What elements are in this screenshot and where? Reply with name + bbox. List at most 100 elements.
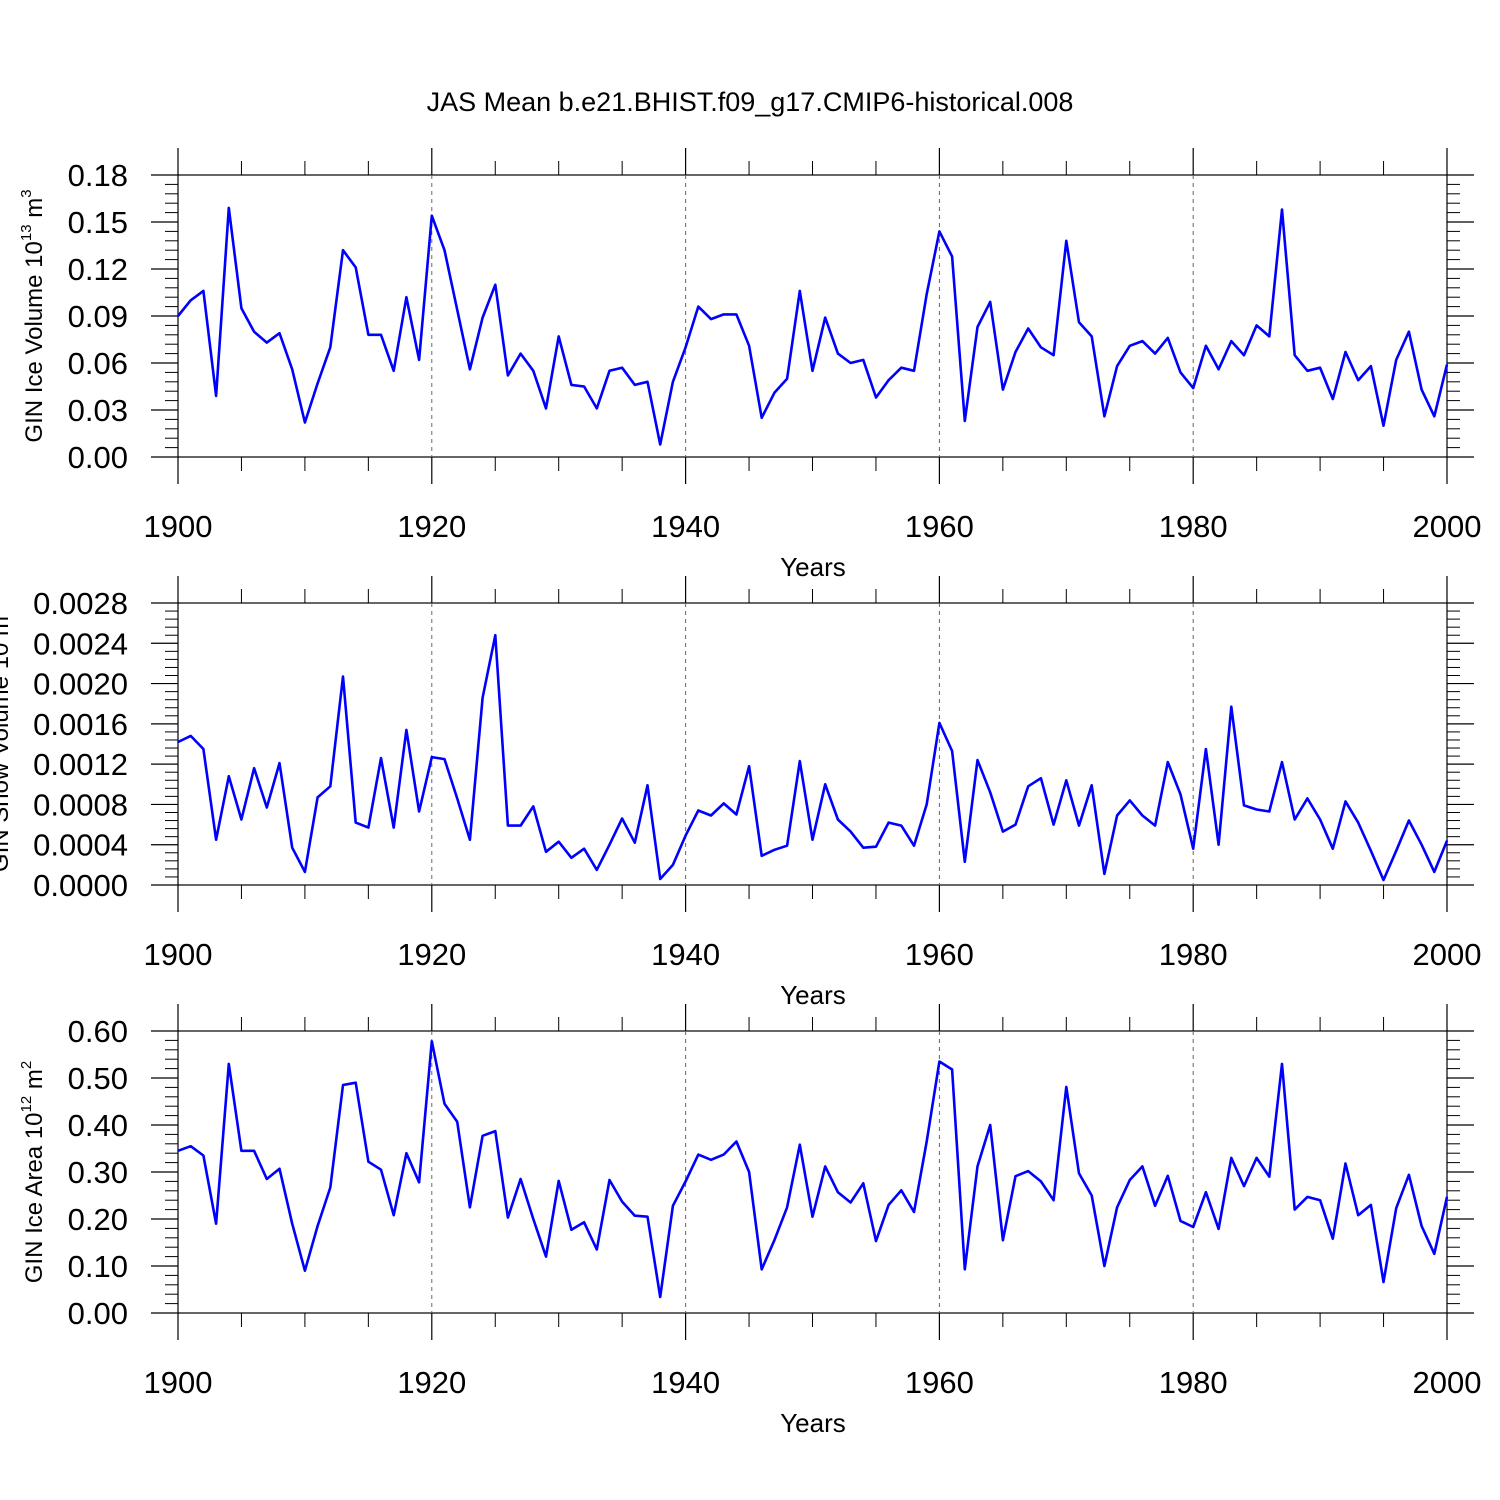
data-point xyxy=(646,381,649,383)
data-point xyxy=(354,821,357,824)
data-point xyxy=(519,1178,522,1180)
y-tick-label: 0.0028 xyxy=(33,586,128,621)
x-axis-label: Years xyxy=(780,1408,846,1438)
data-point xyxy=(913,1211,915,1213)
data-point xyxy=(976,326,979,328)
data-point xyxy=(1357,1214,1359,1217)
x-tick-label: 1980 xyxy=(1159,1365,1228,1400)
data-point xyxy=(989,301,991,303)
data-point xyxy=(697,1153,700,1156)
data-point xyxy=(291,368,294,371)
data-point xyxy=(811,370,814,372)
data-points xyxy=(177,1040,1448,1298)
data-point xyxy=(570,1229,573,1231)
data-point xyxy=(1040,346,1042,349)
data-point xyxy=(595,1248,598,1251)
data-point xyxy=(1306,797,1309,800)
data-point xyxy=(570,857,573,859)
ice-volume-panel: 0.00 0.03 0.06 0.09 0.12 0.15 0.18 1900 1920 194… xyxy=(18,148,1481,582)
data-point xyxy=(519,824,522,827)
data-point xyxy=(1281,208,1283,211)
data-point xyxy=(532,805,535,808)
x-tick-label: 1900 xyxy=(144,509,213,544)
data-point xyxy=(1344,351,1347,353)
data-point xyxy=(989,791,991,794)
data-point xyxy=(1331,847,1334,850)
data-point xyxy=(304,871,306,873)
y-axis-label: GIN Ice Volume 1013 m3 xyxy=(18,189,48,442)
data-point xyxy=(354,1081,357,1084)
data-point xyxy=(1446,1196,1448,1198)
data-point xyxy=(1306,370,1309,372)
data-point xyxy=(177,1150,179,1152)
data-point xyxy=(608,843,611,846)
data-point xyxy=(418,810,420,813)
data-point xyxy=(342,1084,344,1086)
data-point xyxy=(1141,814,1144,817)
minor-ticks xyxy=(165,1017,1460,1327)
data-point xyxy=(329,346,332,349)
data-point xyxy=(748,765,750,767)
y-tick-labels: 0.0000 0.0004 0.0008 0.0012 0.0016 0.0020 0.00… xyxy=(33,586,128,903)
data-point xyxy=(1370,849,1372,852)
data-point xyxy=(1408,819,1410,822)
data-point xyxy=(976,759,979,761)
data-point xyxy=(1192,847,1194,850)
data-point xyxy=(837,818,839,821)
data-point xyxy=(1433,871,1436,873)
data-point xyxy=(595,407,598,410)
y-tick-label: 0.40 xyxy=(68,1108,128,1143)
data-point xyxy=(1179,1220,1182,1222)
data-point xyxy=(418,359,420,361)
data-point xyxy=(545,850,547,853)
data-point xyxy=(215,838,217,841)
data-point xyxy=(1040,777,1042,780)
data-point xyxy=(1433,415,1436,418)
data-point xyxy=(760,417,763,419)
grid-lines xyxy=(431,603,1194,885)
data-point xyxy=(1027,785,1030,788)
y-tick-label: 0.0024 xyxy=(33,626,128,661)
data-point xyxy=(799,290,801,292)
data-point xyxy=(189,299,192,302)
data-point xyxy=(1014,351,1017,353)
data-point xyxy=(824,316,826,319)
data-point xyxy=(1103,415,1106,418)
data-point xyxy=(1154,352,1156,355)
data-point xyxy=(760,854,763,857)
y-tick-label: 0.06 xyxy=(68,346,128,381)
data-point xyxy=(367,1160,370,1163)
data-point xyxy=(316,1225,319,1227)
data-point xyxy=(925,803,928,806)
data-point xyxy=(799,760,801,762)
data-point xyxy=(1217,1228,1220,1230)
x-tick-label: 1960 xyxy=(905,937,974,972)
y-tick-labels: 0.00 0.03 0.06 0.09 0.12 0.15 0.18 xyxy=(68,158,128,475)
snow-volume-panel: 0.0000 0.0004 0.0008 0.0012 0.0016 0.0020 0.00… xyxy=(0,576,1481,1010)
data-point xyxy=(608,370,611,372)
data-point xyxy=(342,249,344,251)
y-tick-label: 0.18 xyxy=(68,158,128,193)
data-point xyxy=(672,381,674,383)
data-point xyxy=(1141,1165,1144,1168)
ylabel-text: GIN Ice Area 10 xyxy=(21,1112,48,1283)
data-point xyxy=(1433,1252,1436,1255)
x-tick-label: 1960 xyxy=(905,509,974,544)
data-point xyxy=(595,869,598,871)
data-point xyxy=(1344,800,1347,803)
data-point xyxy=(1154,824,1156,827)
data-point xyxy=(1243,1185,1245,1187)
data-point xyxy=(494,634,497,637)
data-point xyxy=(837,1191,839,1194)
data-point xyxy=(532,1218,535,1220)
data-point xyxy=(507,374,509,377)
data-point xyxy=(773,391,776,394)
data-point xyxy=(1382,1281,1385,1283)
data-point xyxy=(405,729,408,731)
y-tick-label: 0.50 xyxy=(68,1061,128,1096)
data-point xyxy=(951,255,953,258)
data-point xyxy=(1141,340,1144,342)
data-point xyxy=(291,846,294,849)
data-point xyxy=(824,783,826,786)
